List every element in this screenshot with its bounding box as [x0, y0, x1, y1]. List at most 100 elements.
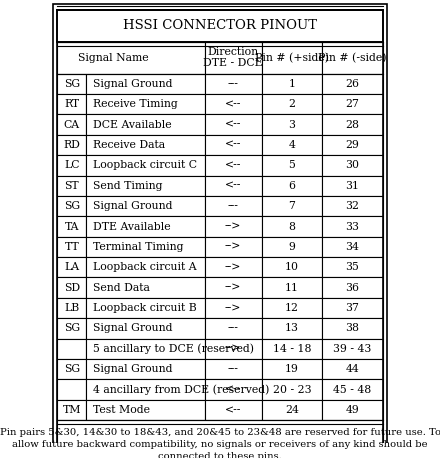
Text: 13: 13	[285, 323, 299, 333]
Bar	[322, 114, 382, 135]
Text: HSSI CONNECTOR PINOUT: HSSI CONNECTOR PINOUT	[123, 19, 317, 32]
Text: SG: SG	[64, 79, 80, 89]
Bar	[205, 175, 262, 196]
Text: Terminal Timing: Terminal Timing	[93, 242, 184, 252]
Bar	[205, 135, 262, 155]
Bar	[58, 237, 86, 257]
Text: SD: SD	[64, 283, 80, 293]
Text: Loopback circuit A: Loopback circuit A	[93, 262, 197, 273]
Text: 31: 31	[345, 181, 359, 191]
Text: RD: RD	[63, 140, 80, 150]
Bar	[86, 237, 205, 257]
Bar	[262, 155, 322, 175]
Text: Signal Ground: Signal Ground	[93, 201, 173, 211]
Bar	[58, 257, 86, 278]
Text: SG: SG	[64, 323, 80, 333]
Bar	[58, 114, 86, 135]
Text: Receive Data: Receive Data	[93, 140, 165, 150]
Bar	[322, 216, 382, 237]
Bar	[322, 338, 382, 359]
Bar	[262, 42, 322, 74]
Bar	[322, 400, 382, 420]
Bar	[86, 257, 205, 278]
Text: ---: ---	[228, 201, 238, 211]
Text: 35: 35	[345, 262, 359, 273]
Bar	[322, 359, 382, 379]
Bar	[322, 155, 382, 175]
Bar	[205, 94, 262, 114]
Bar	[262, 318, 322, 338]
Text: <--: <--	[225, 160, 242, 170]
Text: TA: TA	[65, 222, 79, 231]
Bar	[262, 400, 322, 420]
Text: 9: 9	[288, 242, 295, 252]
Bar	[262, 338, 322, 359]
Text: 6: 6	[288, 181, 295, 191]
Bar	[322, 196, 382, 216]
Bar	[262, 298, 322, 318]
Bar	[322, 237, 382, 257]
Bar	[322, 298, 382, 318]
Text: 12: 12	[285, 303, 299, 313]
Text: -->: -->	[225, 303, 242, 313]
Bar	[58, 74, 86, 94]
Text: <--: <--	[225, 405, 242, 415]
Text: 11: 11	[285, 283, 299, 293]
Bar	[86, 216, 205, 237]
Bar	[322, 74, 382, 94]
Bar	[86, 298, 205, 318]
Bar	[58, 359, 86, 379]
Text: 28: 28	[345, 120, 359, 130]
Text: -->: -->	[225, 344, 242, 354]
Bar	[322, 318, 382, 338]
Text: 3: 3	[288, 120, 295, 130]
Bar	[205, 400, 262, 420]
Bar	[262, 94, 322, 114]
Text: -->: -->	[225, 242, 242, 252]
Text: ST: ST	[65, 181, 79, 191]
Bar	[58, 338, 86, 359]
Bar	[205, 359, 262, 379]
Bar	[86, 94, 205, 114]
Bar	[86, 338, 205, 359]
Text: 19: 19	[285, 364, 299, 374]
Bar	[58, 318, 86, 338]
Bar	[205, 318, 262, 338]
Bar	[262, 74, 322, 94]
Text: 45 - 48: 45 - 48	[333, 385, 371, 395]
Bar	[262, 135, 322, 155]
Text: <--: <--	[225, 99, 242, 109]
Bar	[262, 196, 322, 216]
Bar	[58, 278, 86, 298]
Text: Direction
DTE - DCE: Direction DTE - DCE	[203, 47, 263, 68]
Text: -->: -->	[225, 222, 242, 231]
Text: Pin # (-side): Pin # (-side)	[318, 53, 387, 63]
Text: Send Timing: Send Timing	[93, 181, 163, 191]
Bar	[58, 135, 86, 155]
Text: 24: 24	[285, 405, 299, 415]
Bar	[322, 278, 382, 298]
Text: 14 - 18: 14 - 18	[273, 344, 311, 354]
Text: Loopback circuit C: Loopback circuit C	[93, 160, 197, 170]
Bar	[205, 216, 262, 237]
Text: Signal Ground: Signal Ground	[93, 79, 173, 89]
Text: 1: 1	[288, 79, 295, 89]
Text: Loopback circuit B: Loopback circuit B	[93, 303, 197, 313]
Text: Send Data: Send Data	[93, 283, 150, 293]
Text: ---: ---	[228, 323, 238, 333]
Bar	[86, 278, 205, 298]
Text: 44: 44	[345, 364, 359, 374]
Text: 10: 10	[285, 262, 299, 273]
Text: 4 ancillary from DCE (reserved): 4 ancillary from DCE (reserved)	[93, 384, 270, 395]
Text: Signal Ground: Signal Ground	[93, 364, 173, 374]
Bar	[262, 257, 322, 278]
Bar	[205, 278, 262, 298]
Text: 37: 37	[345, 303, 359, 313]
Text: 5: 5	[288, 160, 295, 170]
Text: 26: 26	[345, 79, 359, 89]
Text: SG: SG	[64, 364, 80, 374]
Text: connected to these pins.: connected to these pins.	[158, 452, 282, 458]
Text: 8: 8	[288, 222, 295, 231]
Text: Signal Name: Signal Name	[78, 53, 149, 63]
Text: LA: LA	[64, 262, 79, 273]
